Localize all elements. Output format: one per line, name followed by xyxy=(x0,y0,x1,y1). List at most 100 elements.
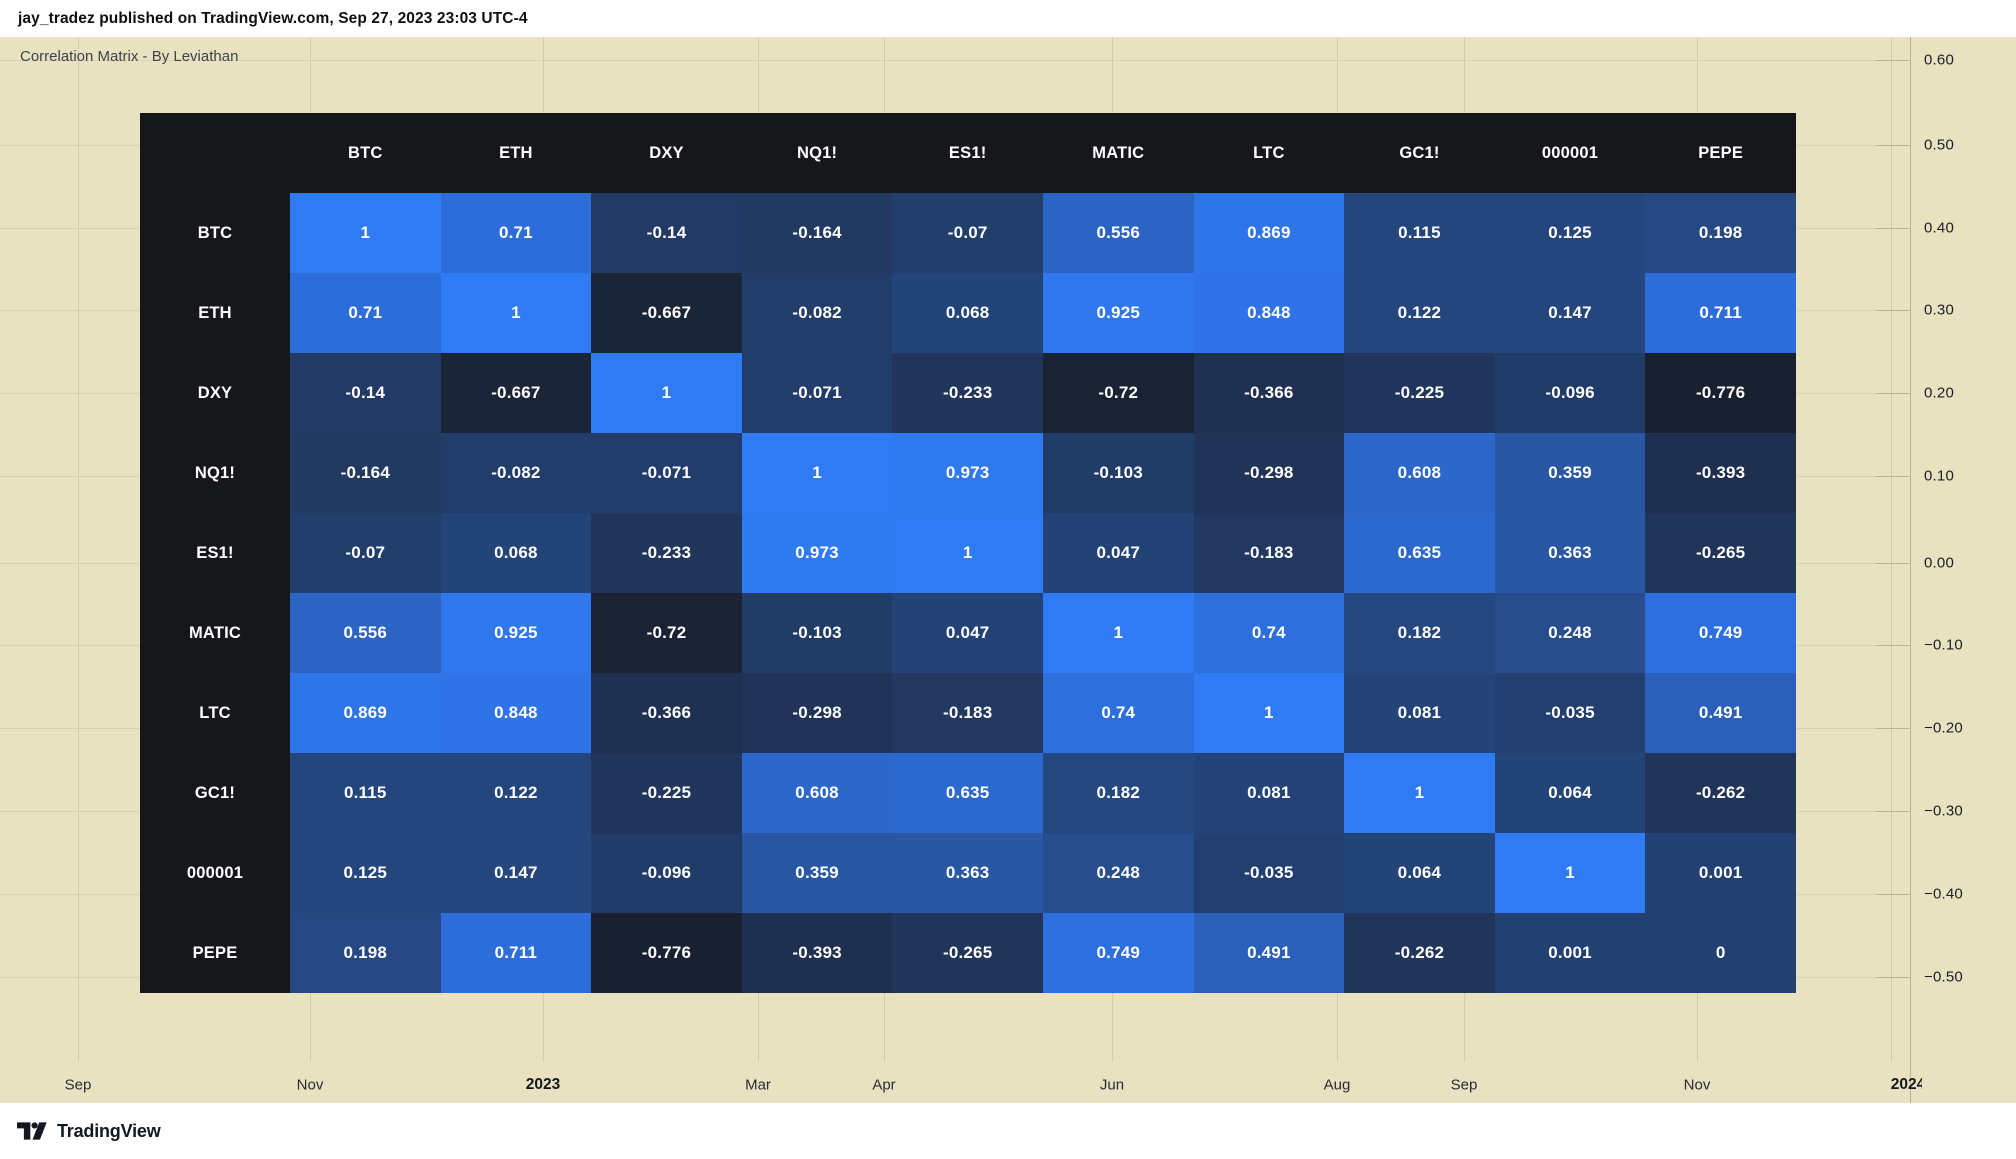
matrix-cell: -0.776 xyxy=(1645,353,1796,433)
matrix-cell: -0.225 xyxy=(591,753,742,833)
matrix-cell: 0.182 xyxy=(1344,593,1495,673)
matrix-cell: 0.491 xyxy=(1193,913,1345,993)
matrix-cell: -0.262 xyxy=(1645,753,1796,833)
matrix-cell: -0.183 xyxy=(892,673,1043,753)
horizontal-gridline xyxy=(0,60,1910,61)
matrix-cell: 0.848 xyxy=(440,673,592,753)
matrix-cell: 0.363 xyxy=(1494,513,1646,593)
matrix-cell: 0.081 xyxy=(1193,753,1345,833)
matrix-cell: 0.749 xyxy=(1645,593,1796,673)
matrix-column-header: ETH xyxy=(499,143,533,162)
price-axis-label: −0.30 xyxy=(1924,802,1963,820)
price-axis-label: 0.50 xyxy=(1924,136,1954,154)
matrix-column-header: PEPE xyxy=(1698,143,1744,162)
matrix-cell: 1 xyxy=(290,193,441,273)
matrix-cell: 0.711 xyxy=(440,913,592,993)
matrix-cell: -0.393 xyxy=(741,913,893,993)
time-axis-label: Aug xyxy=(1323,1076,1351,1094)
matrix-cell: 0.711 xyxy=(1645,273,1796,353)
matrix-cell: 0.115 xyxy=(290,753,441,833)
matrix-cell: 0.925 xyxy=(1042,273,1194,353)
time-axis-label: Nov xyxy=(1683,1076,1711,1094)
matrix-cell: -0.265 xyxy=(1645,513,1796,593)
matrix-cell: 0.359 xyxy=(741,833,893,913)
matrix-cell: -0.035 xyxy=(1193,833,1345,913)
matrix-cell: 0.182 xyxy=(1042,753,1194,833)
matrix-cell: -0.096 xyxy=(591,833,742,913)
matrix-cell: 0.122 xyxy=(1344,273,1495,353)
matrix-cell: -0.72 xyxy=(1042,353,1194,433)
matrix-cell: -0.183 xyxy=(1193,513,1345,593)
matrix-cell: 0.198 xyxy=(1645,193,1796,273)
matrix-cell: -0.14 xyxy=(591,193,742,273)
matrix-cell: 0.147 xyxy=(1494,273,1646,353)
time-axis-label: Jun xyxy=(1099,1076,1125,1094)
matrix-column-header: GC1! xyxy=(1399,143,1440,162)
time-axis-label: Sep xyxy=(64,1076,92,1094)
matrix-cell: 0.848 xyxy=(1193,273,1345,353)
matrix-cell: 0.74 xyxy=(1042,673,1194,753)
matrix-cell: 0.147 xyxy=(440,833,592,913)
vertical-gridline xyxy=(1891,37,1892,1062)
matrix-cell: 1 xyxy=(1344,753,1495,833)
matrix-column-header: NQ1! xyxy=(796,143,838,162)
matrix-cell: 0.125 xyxy=(1494,193,1646,273)
matrix-row-header: GC1! xyxy=(194,783,236,802)
matrix-cell: 1 xyxy=(440,273,592,353)
matrix-column-header: MATIC xyxy=(1092,143,1145,162)
matrix-cell: -0.298 xyxy=(1193,433,1345,513)
matrix-cell: -0.366 xyxy=(591,673,742,753)
matrix-cell: -0.262 xyxy=(1344,913,1495,993)
matrix-cell: -0.164 xyxy=(290,433,441,513)
matrix-cell: 0 xyxy=(1645,913,1796,993)
matrix-cell: -0.103 xyxy=(741,593,893,673)
matrix-cell: 0.925 xyxy=(440,593,592,673)
matrix-cell: -0.233 xyxy=(892,353,1043,433)
time-axis-label: Apr xyxy=(872,1076,896,1094)
time-axis-label: Mar xyxy=(745,1076,771,1094)
matrix-cell: 1 xyxy=(892,513,1043,593)
time-axis-label: 2024 xyxy=(1890,1076,1922,1093)
price-axis-label: 0.00 xyxy=(1924,554,1954,572)
price-tick xyxy=(1876,310,1910,311)
matrix-cell: 1 xyxy=(741,433,893,513)
matrix-cell: -0.07 xyxy=(290,513,441,593)
matrix-row-header: BTC xyxy=(197,223,233,242)
matrix-cell: -0.667 xyxy=(440,353,592,433)
price-axis-label: 0.30 xyxy=(1924,301,1954,319)
matrix-cell: -0.164 xyxy=(741,193,893,273)
matrix-row-header: ETH xyxy=(198,303,232,322)
matrix-cell: 0.71 xyxy=(440,193,592,273)
matrix-cell: -0.265 xyxy=(892,913,1043,993)
price-tick xyxy=(1876,645,1910,646)
price-tick xyxy=(1876,393,1910,394)
matrix-cell: 0.608 xyxy=(741,753,893,833)
matrix-cell: 0.363 xyxy=(892,833,1043,913)
price-axis-label: −0.50 xyxy=(1924,968,1963,986)
matrix-cell: 0.491 xyxy=(1645,673,1796,753)
price-tick xyxy=(1876,476,1910,477)
matrix-cell: 0.608 xyxy=(1344,433,1495,513)
time-axis-label: Sep xyxy=(1450,1076,1478,1094)
matrix-cell: 0.081 xyxy=(1344,673,1495,753)
matrix-cell: 0.001 xyxy=(1494,913,1646,993)
price-axis-label: 0.60 xyxy=(1924,51,1954,69)
matrix-cell: -0.233 xyxy=(591,513,742,593)
matrix-cell: 0.749 xyxy=(1042,913,1194,993)
price-tick xyxy=(1876,228,1910,229)
matrix-cell: 1 xyxy=(591,353,742,433)
matrix-cell: -0.071 xyxy=(741,353,893,433)
tradingview-logo-icon[interactable] xyxy=(17,1121,48,1141)
price-axis-label: 0.40 xyxy=(1924,219,1954,237)
matrix-column-header: LTC xyxy=(1253,143,1285,162)
matrix-row-header: PEPE xyxy=(192,943,238,962)
matrix-cell: 0.248 xyxy=(1042,833,1194,913)
matrix-cell: 0.359 xyxy=(1494,433,1646,513)
price-tick xyxy=(1876,145,1910,146)
matrix-cell: 0.556 xyxy=(290,593,441,673)
matrix-row-header: LTC xyxy=(199,703,231,722)
brand-name[interactable]: TradingView xyxy=(57,1120,161,1141)
matrix-row-header: NQ1! xyxy=(194,463,236,482)
correlation-matrix-table: BTC ETH DXY NQ1! ES1! MATIC LTC GC1! 000001 PEPE B… xyxy=(140,113,1796,993)
